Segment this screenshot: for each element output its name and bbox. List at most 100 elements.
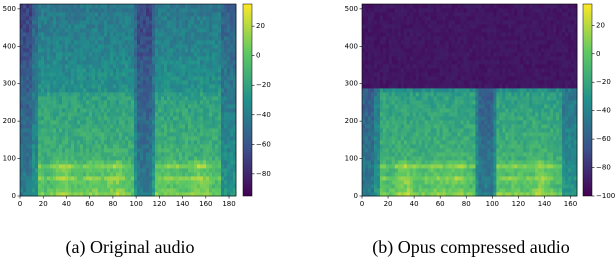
spectrogram-cell bbox=[173, 12, 176, 16]
spectrogram-cell bbox=[95, 160, 98, 164]
spectrogram-cell bbox=[80, 52, 83, 56]
spectrogram-cell bbox=[155, 180, 158, 184]
spectrogram-cell bbox=[38, 148, 41, 152]
spectrogram-cell bbox=[29, 140, 32, 144]
spectrogram-cell bbox=[104, 16, 107, 20]
spectrogram-cell bbox=[59, 36, 62, 40]
spectrogram-cell bbox=[404, 144, 407, 148]
spectrogram-cell bbox=[413, 4, 416, 8]
spectrogram-cell bbox=[23, 56, 26, 60]
spectrogram-cell bbox=[50, 56, 53, 60]
spectrogram-cell bbox=[428, 28, 431, 32]
spectrogram-cell bbox=[374, 44, 377, 48]
spectrogram-cell bbox=[194, 68, 197, 72]
spectrogram-cell bbox=[149, 184, 152, 188]
spectrogram-cell bbox=[380, 128, 383, 132]
spectrogram-cell bbox=[20, 8, 23, 12]
spectrogram-cell bbox=[434, 44, 437, 48]
spectrogram-cell bbox=[410, 96, 413, 100]
spectrogram-cell bbox=[155, 128, 158, 132]
spectrogram-cell bbox=[230, 4, 233, 8]
spectrogram-cell bbox=[362, 116, 365, 120]
spectrogram-cell bbox=[104, 96, 107, 100]
spectrogram-cell bbox=[203, 104, 206, 108]
spectrogram-cell bbox=[113, 84, 116, 88]
spectrogram-cell bbox=[137, 176, 140, 180]
spectrogram-cell bbox=[80, 156, 83, 160]
spectrogram-cell bbox=[41, 140, 44, 144]
spectrogram-cell bbox=[218, 96, 221, 100]
spectrogram-cell bbox=[113, 140, 116, 144]
spectrogram-cell bbox=[413, 164, 416, 168]
spectrogram-cell bbox=[182, 24, 185, 28]
spectrogram-cell bbox=[422, 112, 425, 116]
spectrogram-cell bbox=[224, 184, 227, 188]
spectrogram-cell bbox=[404, 64, 407, 68]
spectrogram-cell bbox=[62, 48, 65, 52]
spectrogram-cell bbox=[77, 188, 80, 192]
spectrogram-cell bbox=[128, 180, 131, 184]
spectrogram-cell bbox=[182, 152, 185, 156]
spectrogram-cell bbox=[365, 136, 368, 140]
spectrogram-cell bbox=[389, 104, 392, 108]
spectrogram-cell bbox=[41, 32, 44, 36]
spectrogram-cell bbox=[68, 128, 71, 132]
spectrogram-cell bbox=[398, 148, 401, 152]
spectrogram-cell bbox=[212, 172, 215, 176]
spectrogram-cell bbox=[227, 164, 230, 168]
spectrogram-cell bbox=[176, 148, 179, 152]
spectrogram-cell bbox=[446, 116, 449, 120]
spectrogram-cell bbox=[65, 184, 68, 188]
spectrogram-cell bbox=[422, 24, 425, 28]
spectrogram-cell bbox=[404, 88, 407, 92]
spectrogram-cell bbox=[146, 128, 149, 132]
spectrogram-cell bbox=[32, 120, 35, 124]
spectrogram-cell bbox=[383, 40, 386, 44]
spectrogram-cell bbox=[146, 20, 149, 24]
spectrogram-cell bbox=[137, 52, 140, 56]
spectrogram-cell bbox=[212, 128, 215, 132]
spectrogram-cell bbox=[23, 164, 26, 168]
spectrogram-cell bbox=[224, 152, 227, 156]
spectrogram-cell bbox=[77, 84, 80, 88]
spectrogram-cell bbox=[173, 172, 176, 176]
spectrogram-cell bbox=[377, 24, 380, 28]
spectrogram-cell bbox=[50, 116, 53, 120]
spectrogram-cell bbox=[413, 88, 416, 92]
spectrogram-cell bbox=[176, 32, 179, 36]
spectrogram-cell bbox=[218, 40, 221, 44]
spectrogram-cell bbox=[110, 180, 113, 184]
spectrogram-cell bbox=[101, 28, 104, 32]
spectrogram-cell bbox=[191, 144, 194, 148]
spectrogram-cell bbox=[365, 4, 368, 8]
spectrogram-cell bbox=[158, 116, 161, 120]
spectrogram-cell bbox=[209, 156, 212, 160]
spectrogram-cell bbox=[407, 132, 410, 136]
spectrogram-cell bbox=[146, 160, 149, 164]
spectrogram-cell bbox=[425, 116, 428, 120]
spectrogram-cell bbox=[365, 16, 368, 20]
spectrogram-cell bbox=[134, 72, 137, 76]
spectrogram-cell bbox=[170, 4, 173, 8]
spectrogram-cell bbox=[158, 124, 161, 128]
spectrogram-cell bbox=[38, 12, 41, 16]
spectrogram-cell bbox=[53, 164, 56, 168]
spectrogram-cell bbox=[113, 100, 116, 104]
spectrogram-cell bbox=[419, 104, 422, 108]
spectrogram-cell bbox=[56, 56, 59, 60]
spectrogram-cell bbox=[95, 68, 98, 72]
spectrogram-cell bbox=[203, 24, 206, 28]
spectrogram-cell bbox=[152, 120, 155, 124]
spectrogram-cell bbox=[218, 124, 221, 128]
spectrogram-cell bbox=[107, 180, 110, 184]
spectrogram-cell bbox=[179, 108, 182, 112]
spectrogram-cell bbox=[194, 104, 197, 108]
spectrogram-cell bbox=[374, 84, 377, 88]
spectrogram-cell bbox=[404, 76, 407, 80]
spectrogram-cell bbox=[368, 140, 371, 144]
spectrogram-cell bbox=[155, 188, 158, 192]
spectrogram-cell bbox=[44, 52, 47, 56]
spectrogram-cell bbox=[215, 164, 218, 168]
spectrogram-cell bbox=[368, 52, 371, 56]
spectrogram-cell bbox=[131, 128, 134, 132]
